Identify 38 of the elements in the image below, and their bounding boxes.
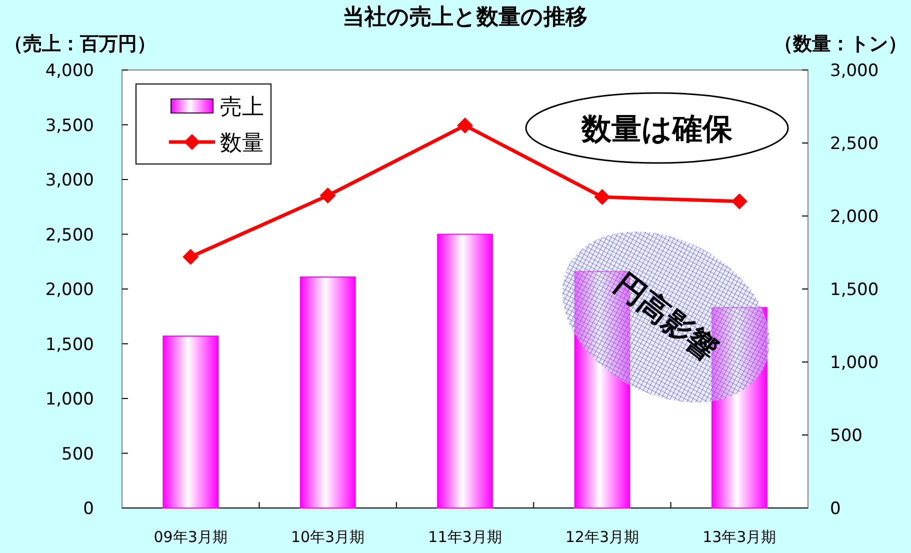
x-tick-label: 11年3月期 [428,528,502,546]
y2-tick-label: 0 [830,499,841,519]
y-tick-label: 1,000 [45,390,94,410]
point [182,248,199,265]
hatched-oval-callout: 円高影響 [562,232,770,402]
bar [437,234,493,508]
y-tick-label: 1,500 [45,334,94,355]
y2-tick-label: 2,500 [830,134,879,154]
point [320,188,336,204]
annotation: 数量は確保 [580,112,734,147]
y-tick-label: 2,500 [45,225,94,246]
chart-title: 当社の売上と数量の推移 [342,5,588,30]
x-tick-label: 13年3月期 [702,528,776,546]
y-tick-label: 500 [62,444,94,464]
y2-tick-label: 1,000 [830,353,879,373]
y-tick-label: 0 [83,499,94,519]
oval-callout: 数量は確保 [525,92,789,164]
y-axis-title: （売上：百万円） [4,33,156,55]
y2-axis-title: （数量：トン） [774,33,907,55]
y2-tick-label: 1,500 [830,280,879,300]
point [457,117,473,134]
legend-label: 数量 [220,131,264,156]
annotation: 円高影響 [608,266,724,368]
x-tick-label: 12年3月期 [565,528,640,546]
y-tick-label: 2,000 [45,280,94,300]
y-tick-label: 4,000 [45,61,94,81]
x-tick-label: 10年3月期 [290,528,365,546]
y2-tick-label: 2,000 [830,207,879,227]
bar [300,276,356,508]
y-tick-label: 3,000 [45,170,94,190]
point [594,189,610,206]
bar [162,336,219,508]
legend-label: 売上 [220,95,264,120]
y-tick-label: 3,500 [45,116,94,136]
y2-tick-label: 3,000 [830,61,879,81]
point [731,193,748,210]
x-tick-label: 09年3月期 [154,528,228,546]
y2-tick-label: 500 [830,426,862,446]
